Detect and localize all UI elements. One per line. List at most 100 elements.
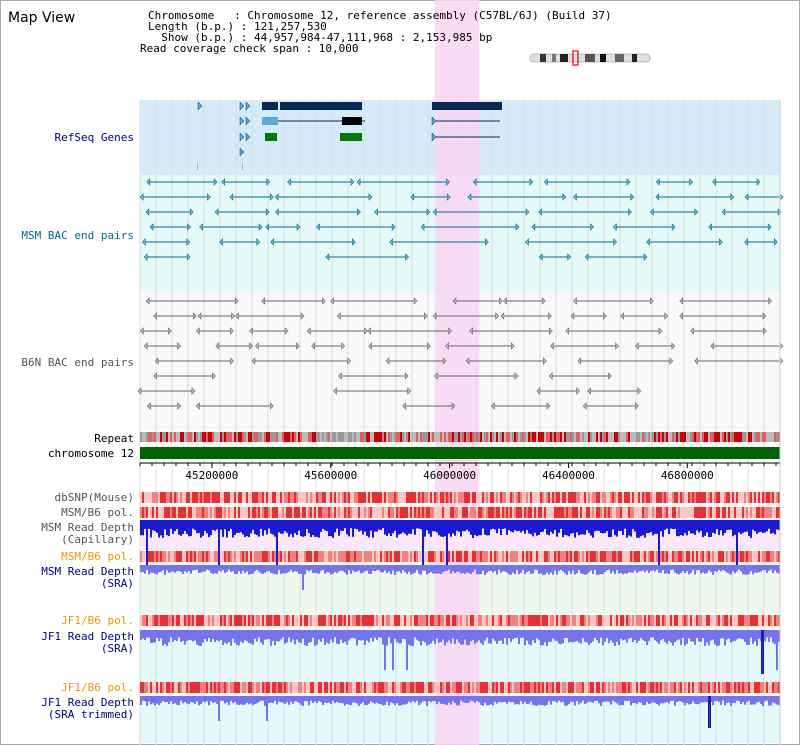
heat-cell	[430, 615, 432, 626]
depth-bar	[730, 630, 732, 643]
heat-cell	[588, 507, 590, 518]
depth-bar	[578, 696, 580, 705]
heat-cell	[278, 507, 280, 518]
heat-cell	[604, 615, 606, 626]
heat-cell	[486, 682, 488, 693]
track-label-msm-depth-sra: MSM Read Depth (SRA)	[41, 566, 134, 590]
depth-bar	[512, 565, 514, 573]
heat-cell	[662, 615, 664, 626]
depth-bar	[678, 630, 680, 640]
depth-bar	[542, 630, 544, 646]
depth-bar	[746, 696, 748, 703]
depth-bar	[720, 630, 722, 639]
bac-end-marker	[230, 327, 234, 335]
heat-cell	[748, 682, 750, 693]
heat-cell	[166, 682, 168, 693]
heat-cell	[636, 492, 638, 503]
depth-bar	[142, 696, 144, 701]
heat-cell	[220, 492, 222, 503]
depth-bar	[458, 630, 460, 643]
heat-cell	[184, 507, 186, 518]
heat-cell	[430, 682, 432, 693]
heat-cell	[634, 682, 636, 693]
bac-end-marker	[269, 193, 274, 201]
heat-cell	[530, 615, 532, 626]
heat-cell	[738, 615, 740, 626]
depth-bar	[748, 565, 750, 574]
heat-cell	[562, 615, 564, 626]
heat-cell	[174, 682, 176, 693]
depth-bar	[274, 696, 276, 702]
gene-marker	[197, 163, 198, 170]
repeat-block	[302, 432, 304, 442]
depth-bar	[426, 696, 428, 706]
heat-cell	[402, 682, 404, 693]
heat-cell	[666, 551, 668, 562]
depth-bar	[206, 696, 208, 702]
depth-bar	[762, 565, 764, 571]
heat-cell	[470, 507, 472, 518]
heat-cell	[372, 682, 374, 693]
depth-bar	[326, 696, 328, 703]
depth-bar	[552, 696, 554, 702]
heat-cell	[416, 507, 418, 518]
heat-cell	[216, 551, 218, 562]
heat-cell	[736, 507, 738, 518]
heat-cell	[202, 551, 204, 562]
depth-bar	[390, 630, 392, 644]
repeat-block	[754, 432, 756, 442]
heat-cell	[692, 615, 694, 626]
heat-cell	[242, 551, 244, 562]
depth-bar	[374, 630, 376, 638]
bac-end-marker	[427, 342, 431, 350]
bac-end-marker	[502, 297, 507, 305]
depth-bar	[644, 565, 646, 573]
depth-bar	[750, 520, 752, 538]
depth-bar	[256, 520, 258, 536]
heat-cell	[486, 551, 488, 562]
repeat-block	[686, 432, 688, 442]
heat-cell	[404, 492, 406, 503]
heat-cell	[188, 551, 190, 562]
depth-bar	[664, 565, 666, 574]
depth-bar	[478, 565, 480, 575]
heat-cell	[730, 682, 732, 693]
heat-cell	[336, 507, 338, 518]
depth-bar	[714, 696, 716, 702]
depth-bar	[696, 520, 698, 531]
heat-cell	[198, 551, 200, 562]
depth-bar	[160, 520, 162, 536]
heat-cell	[522, 682, 524, 693]
heat-cell	[356, 507, 358, 518]
heat-cell	[166, 507, 168, 518]
heat-cell	[508, 507, 510, 518]
repeat-block	[334, 432, 336, 442]
depth-bar	[350, 696, 352, 706]
depth-bar	[192, 630, 194, 642]
heat-cell	[726, 492, 728, 503]
depth-bar	[454, 696, 456, 703]
depth-bar	[354, 630, 356, 639]
heat-cell	[600, 682, 602, 693]
depth-bar	[560, 520, 562, 529]
heat-cell	[298, 551, 300, 562]
heat-cell	[474, 682, 476, 693]
heat-cell	[400, 492, 402, 503]
heat-cell	[584, 551, 586, 562]
heat-cell	[186, 492, 188, 503]
heat-cell	[428, 615, 430, 626]
depth-bar	[620, 696, 622, 705]
heat-cell	[752, 507, 754, 518]
depth-bar	[274, 630, 276, 646]
depth-bar	[468, 520, 470, 532]
bac-end-marker	[710, 342, 715, 350]
heat-cell	[388, 551, 390, 562]
repeat-block	[338, 432, 340, 442]
heat-cell	[498, 551, 500, 562]
heat-cell	[290, 615, 292, 626]
heat-cell	[566, 492, 568, 503]
depth-bar	[592, 630, 594, 642]
heat-cell	[268, 492, 270, 503]
heat-cell	[402, 615, 404, 626]
